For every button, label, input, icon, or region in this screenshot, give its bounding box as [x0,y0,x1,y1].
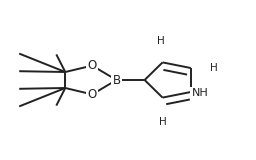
Text: O: O [88,88,97,101]
Text: O: O [88,59,97,72]
Text: NH: NH [191,88,208,98]
Text: H: H [159,117,166,127]
Text: H: H [210,64,218,73]
Text: B: B [112,73,121,87]
Text: H: H [157,36,165,46]
